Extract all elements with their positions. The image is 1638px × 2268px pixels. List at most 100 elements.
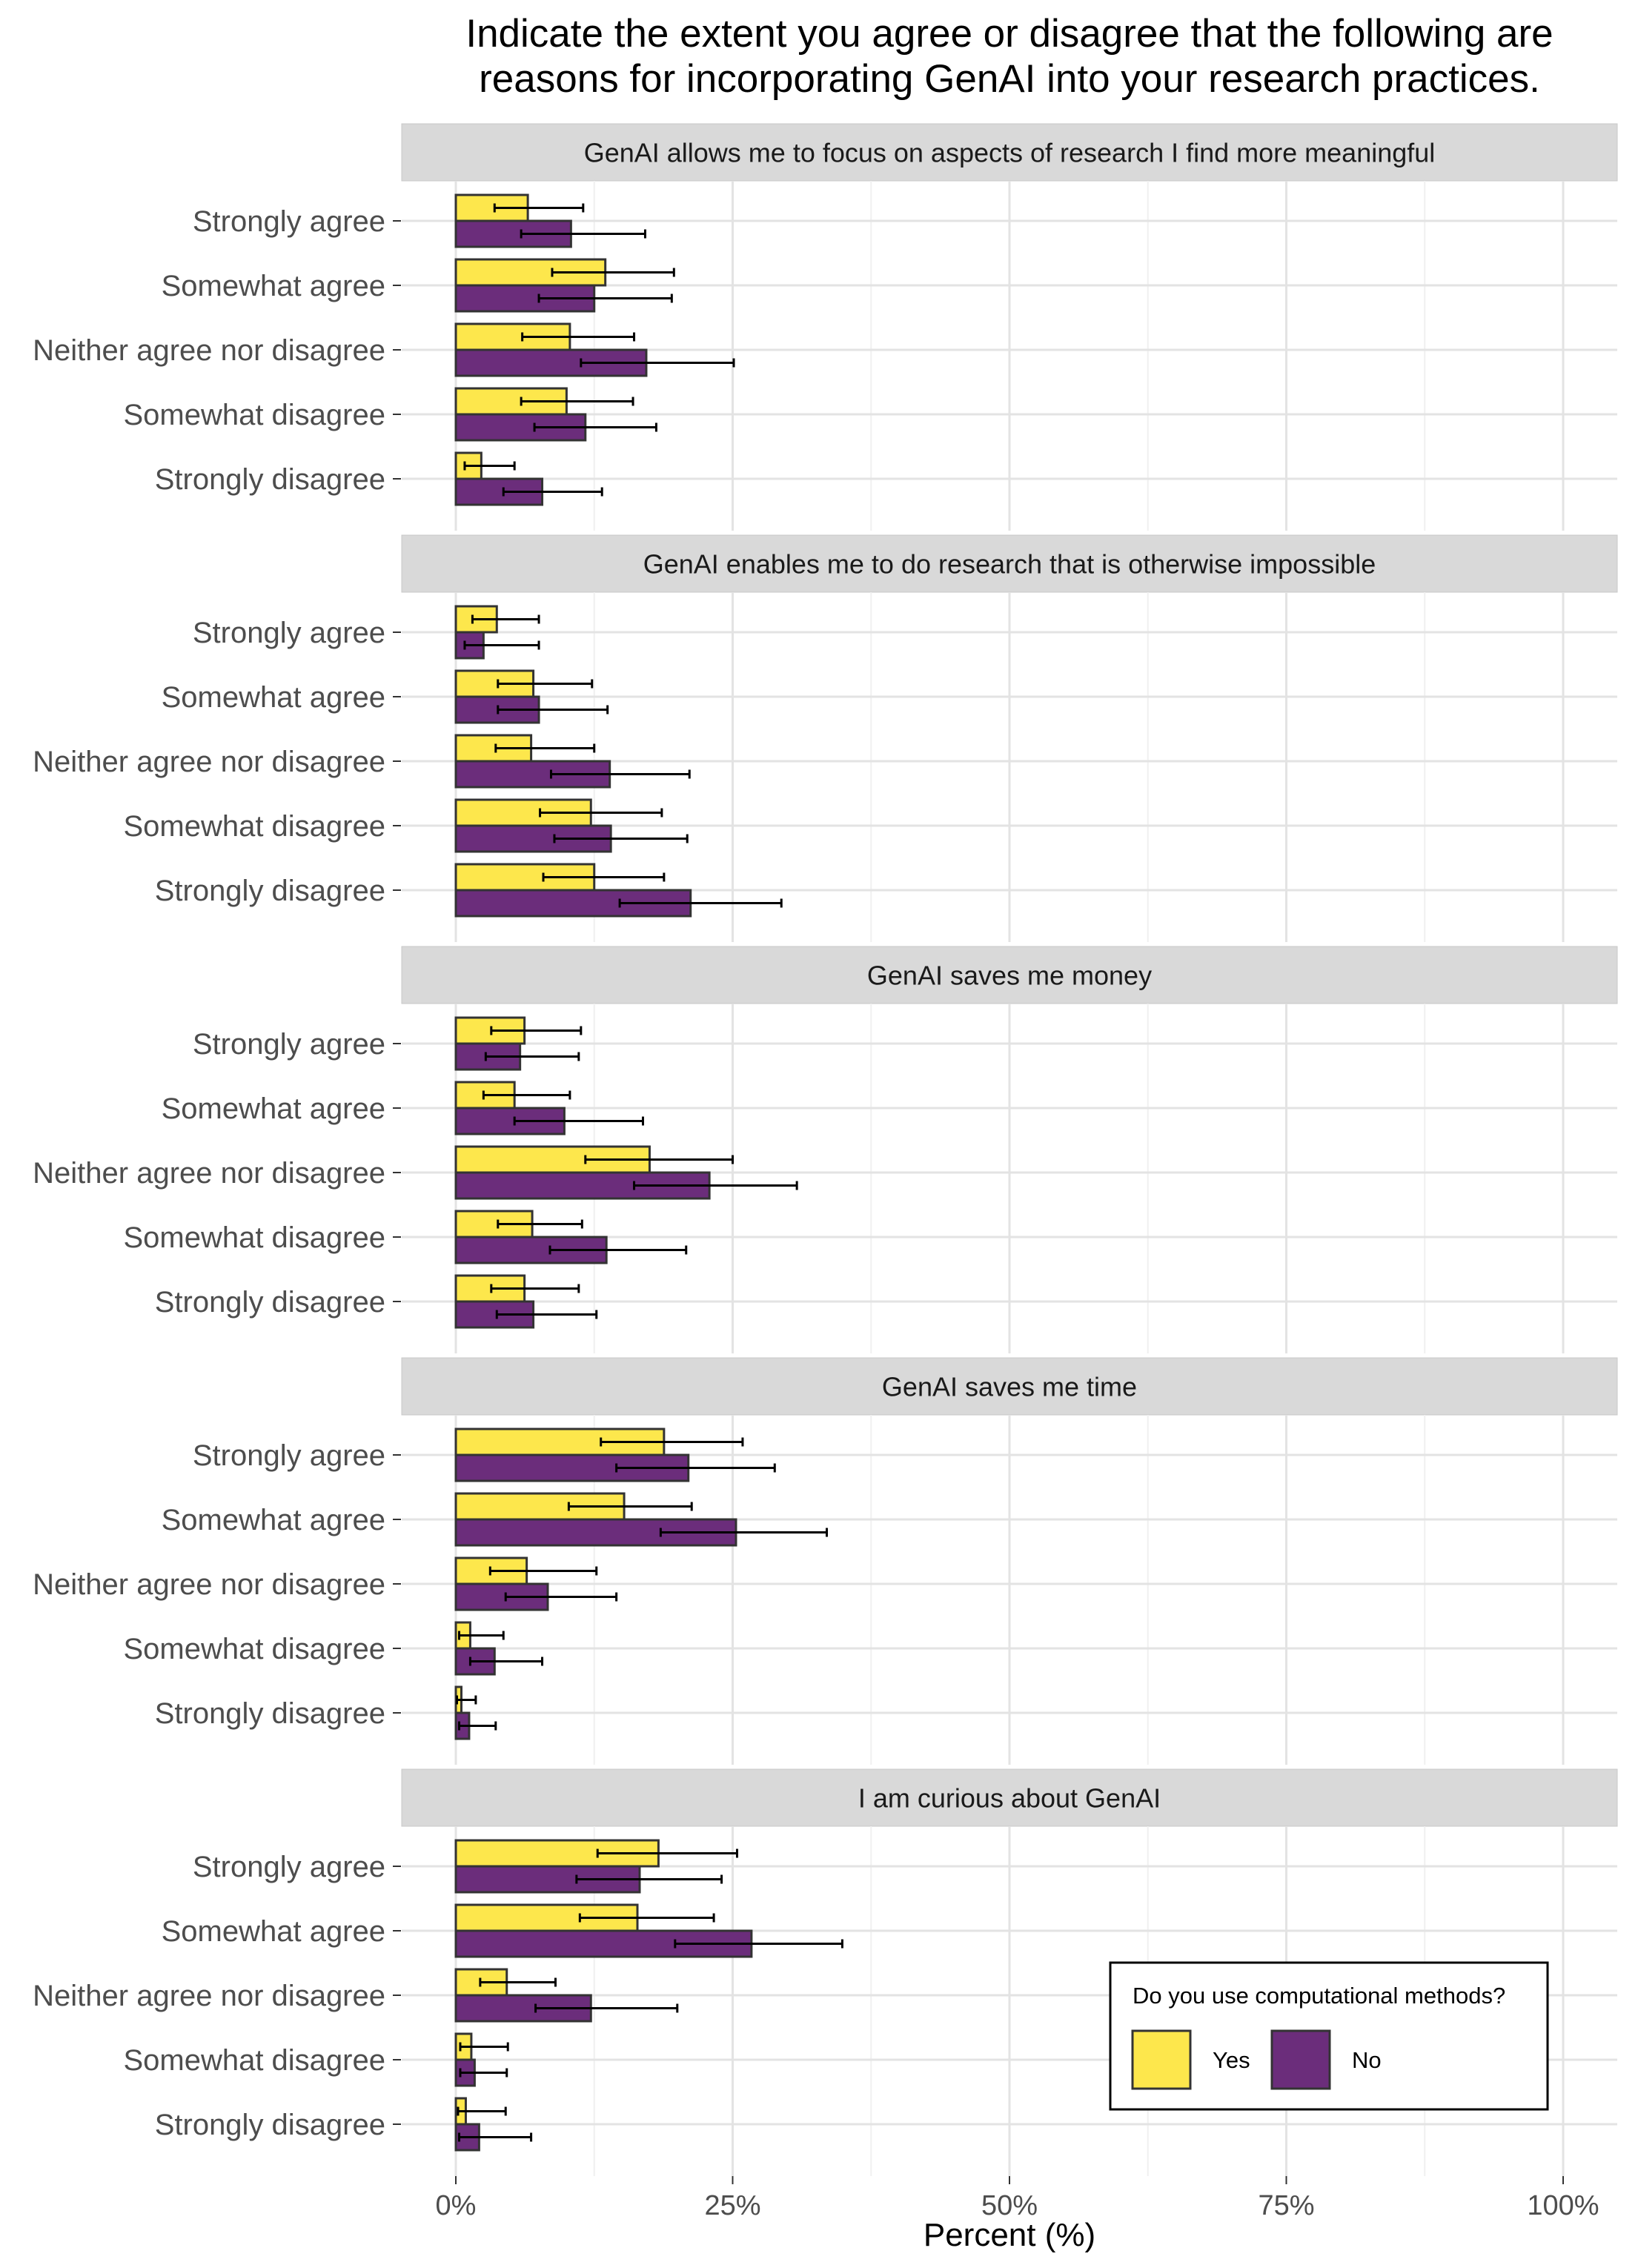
error-bar <box>551 268 675 277</box>
x-tick-label: 50% <box>981 2190 1038 2221</box>
facet-strip-title: I am curious about GenAI <box>858 1783 1161 1814</box>
error-bar <box>457 1721 497 1731</box>
x-tick-label: 100% <box>1527 2190 1599 2221</box>
error-bar <box>457 1631 505 1640</box>
x-tick-label: 0% <box>436 2190 477 2221</box>
y-tick-label: Somewhat agree <box>162 1092 385 1125</box>
legend: Do you use computational methods? Yes No <box>1109 1961 1549 2111</box>
gridlines <box>402 1004 1617 1353</box>
error-bar <box>482 1090 571 1100</box>
error-bar <box>490 1026 583 1035</box>
error-bar <box>520 229 646 239</box>
error-bar <box>575 1874 723 1884</box>
y-tick-label: Strongly agree <box>193 205 385 238</box>
error-bar <box>513 1116 644 1126</box>
error-bar <box>584 1155 734 1164</box>
x-tick-label: 25% <box>704 2190 760 2221</box>
bar-yes <box>454 1145 651 1174</box>
y-tick-label: Strongly disagree <box>155 463 385 496</box>
error-bar <box>596 1848 738 1858</box>
legend-label-yes: Yes <box>1213 2047 1250 2073</box>
y-tick-label: Strongly disagree <box>155 1697 385 1730</box>
x-tick-label: 75% <box>1258 2190 1314 2221</box>
y-tick-label: Neither agree nor disagree <box>33 1568 385 1601</box>
y-tick-label: Somewhat agree <box>162 681 385 714</box>
y-tick-label: Somewhat disagree <box>123 1633 385 1665</box>
error-bar <box>497 705 609 714</box>
error-bar <box>521 332 636 342</box>
error-bar <box>567 1502 693 1511</box>
error-bar <box>537 294 673 303</box>
error-bar <box>553 834 689 843</box>
y-tick-label: Strongly agree <box>193 1028 385 1061</box>
error-bar <box>549 769 691 779</box>
y-tick-label: Strongly disagree <box>155 2109 385 2141</box>
y-tick-label: Strongly agree <box>193 1851 385 1883</box>
error-bar <box>463 461 516 471</box>
facet-panels: GenAI allows me to focus on aspects of r… <box>33 123 1618 2176</box>
error-bar <box>471 614 540 624</box>
y-tick-label: Neither agree nor disagree <box>33 1157 385 1190</box>
error-bar <box>659 1528 828 1537</box>
chart-title-line-2: reasons for incorporating GenAI into you… <box>479 57 1540 101</box>
error-bar <box>548 1245 688 1255</box>
chart-title-line-1: Indicate the extent you agree or disagre… <box>465 12 1553 56</box>
y-tick-label: Strongly agree <box>193 617 385 649</box>
y-tick-label: Somewhat agree <box>162 1504 385 1536</box>
facet-strip <box>401 1357 1618 1416</box>
error-bar <box>534 2003 679 2013</box>
bar-yes <box>454 322 571 351</box>
error-bar <box>457 2106 507 2116</box>
x-axis: 0% 25% 50% 75% 100% <box>436 2176 1599 2221</box>
x-axis-title: Percent (%) <box>924 2217 1095 2253</box>
y-tick-label: Strongly agree <box>193 1439 385 1472</box>
legend-key-yes <box>1131 2029 1192 2090</box>
error-bar <box>457 2132 533 2142</box>
gridlines <box>402 181 1617 531</box>
error-bar <box>459 2068 508 2078</box>
error-bar <box>479 1977 557 1987</box>
y-tick-label: Somewhat agree <box>162 270 385 302</box>
error-bar <box>633 1181 798 1190</box>
error-bar <box>618 898 783 908</box>
bar-no <box>454 1453 690 1482</box>
error-bar <box>600 1437 744 1447</box>
error-bar <box>468 1657 544 1666</box>
facet-strip <box>401 1768 1618 1827</box>
facet-strip <box>401 123 1618 182</box>
error-bar <box>502 487 603 497</box>
error-bar <box>542 872 666 882</box>
y-tick-label: Somewhat disagree <box>123 399 385 431</box>
error-bar <box>674 1939 843 1949</box>
error-bar <box>578 1913 715 1923</box>
error-bar <box>504 1592 618 1602</box>
error-bar <box>490 1284 580 1293</box>
legend-label-no: No <box>1352 2047 1382 2073</box>
error-bar <box>495 1310 598 1319</box>
error-bar <box>580 358 735 368</box>
y-tick-label: Strongly disagree <box>155 1286 385 1319</box>
facet-strip-title: GenAI enables me to do research that is … <box>643 549 1376 580</box>
facet-strip-title: GenAI saves me time <box>882 1372 1137 1402</box>
facet-panel: GenAI allows me to focus on aspects of r… <box>33 123 1618 531</box>
bar-yes <box>454 193 529 222</box>
facet-panel: GenAI saves me money Strongly agree Somewh… <box>33 946 1618 1353</box>
y-tick-label: Neither agree nor disagree <box>33 1980 385 2012</box>
chart-title: Indicate the extent you agree or disagre… <box>465 12 1553 101</box>
facet-panel: I am curious about GenAI Strongly agree So… <box>33 1768 1618 2176</box>
legend-key-no <box>1270 2029 1331 2090</box>
bar-yes <box>454 863 596 892</box>
facet-panel: GenAI saves me time Strongly agree Somewha… <box>33 1357 1618 1765</box>
error-bar <box>488 1566 598 1576</box>
facet-strip <box>401 534 1618 593</box>
y-tick-label: Neither agree nor disagree <box>33 334 385 367</box>
facet-strip-title: GenAI allows me to focus on aspects of r… <box>584 138 1436 168</box>
y-tick-label: Somewhat disagree <box>123 2044 385 2077</box>
error-bar <box>455 1695 477 1705</box>
error-bar <box>463 640 540 650</box>
error-bar <box>493 203 585 213</box>
facet-strip-title: GenAI saves me money <box>867 961 1152 991</box>
bar-no <box>454 219 572 248</box>
error-bar <box>539 808 663 818</box>
y-tick-label: Neither agree nor disagree <box>33 746 385 778</box>
